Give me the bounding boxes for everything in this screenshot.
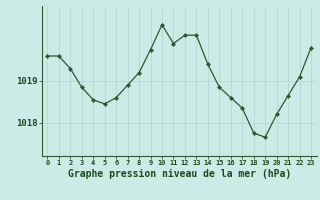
X-axis label: Graphe pression niveau de la mer (hPa): Graphe pression niveau de la mer (hPa) bbox=[68, 169, 291, 179]
